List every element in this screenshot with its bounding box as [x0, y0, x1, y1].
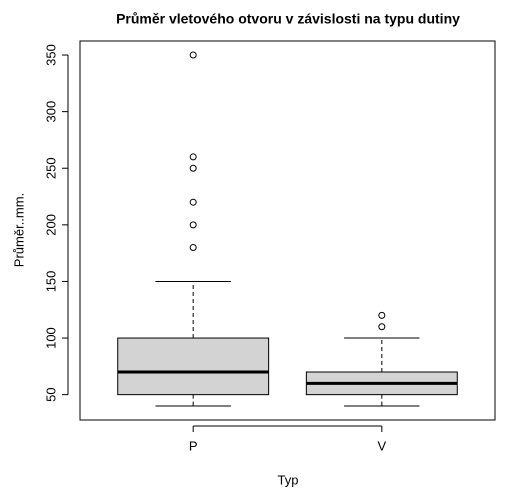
y-tick-label: 250 — [43, 157, 58, 179]
outlier — [189, 198, 197, 206]
x-axis-label: Typ — [278, 472, 299, 487]
outlier — [189, 51, 197, 59]
outlier — [378, 323, 386, 331]
y-tick-label: 300 — [43, 101, 58, 123]
outlier — [189, 153, 197, 161]
y-tick-label: 350 — [43, 44, 58, 66]
outlier — [189, 221, 197, 229]
y-tick-label: 200 — [43, 214, 58, 236]
x-tick-label: P — [189, 438, 198, 453]
outlier — [189, 243, 197, 251]
chart-title: Průměr vletového otvoru v závislosti na … — [116, 11, 460, 27]
y-tick-label: 50 — [43, 387, 58, 401]
y-axis-label: Průměr..mm. — [11, 193, 26, 267]
y-tick-label: 100 — [43, 327, 58, 349]
y-tick-label: 150 — [43, 271, 58, 293]
box — [117, 337, 270, 396]
plot-frame — [79, 40, 496, 421]
outlier — [189, 164, 197, 172]
outlier — [378, 311, 386, 319]
x-tick-label: V — [377, 438, 386, 453]
